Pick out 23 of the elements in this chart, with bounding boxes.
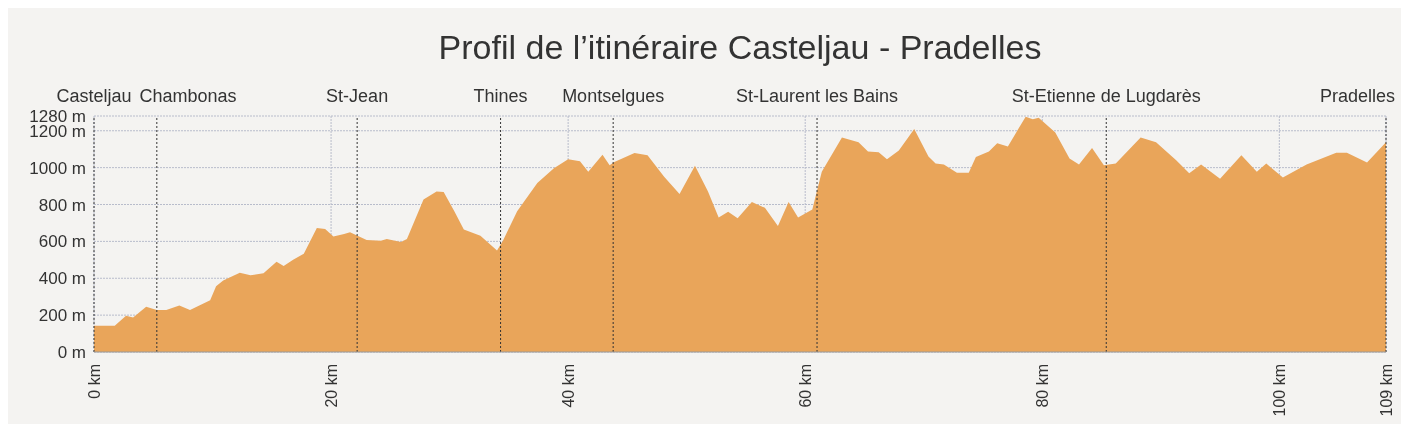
x-tick-label: 40 km <box>559 364 577 408</box>
y-tick-label: 0 m <box>57 343 86 363</box>
y-tick-label: 400 m <box>38 269 86 289</box>
ref-line-label: Pradelles <box>1319 86 1395 106</box>
y-tick-label: 1200 m <box>29 121 86 141</box>
y-tick-label: 1000 m <box>29 158 86 178</box>
x-tick-label: 80 km <box>1033 364 1051 408</box>
ref-line-label: Montselgues <box>562 86 665 106</box>
ref-line-label: Casteljau <box>56 86 132 106</box>
ref-line-label: St-Etienne de Lugdarès <box>1011 86 1201 106</box>
y-tick-label: 200 m <box>38 306 86 326</box>
ref-line-label: St-Laurent les Bains <box>736 86 899 106</box>
y-tick-label: 600 m <box>38 232 86 252</box>
chart-title: Profil de l’itinéraire Casteljau - Pradelles <box>437 28 1043 67</box>
x-tick-label: 60 km <box>796 364 814 408</box>
ref-line-label: Chambonas <box>139 86 237 106</box>
x-tick-label: 0 km <box>85 364 103 399</box>
y-tick-label: 800 m <box>38 195 86 215</box>
x-tick-label: 20 km <box>322 364 340 408</box>
ref-line-label: Thines <box>473 86 528 106</box>
ref-line-label: St-Jean <box>326 86 389 106</box>
x-tick-label: 100 km <box>1270 364 1288 417</box>
x-tick-label: 109 km <box>1377 364 1395 417</box>
